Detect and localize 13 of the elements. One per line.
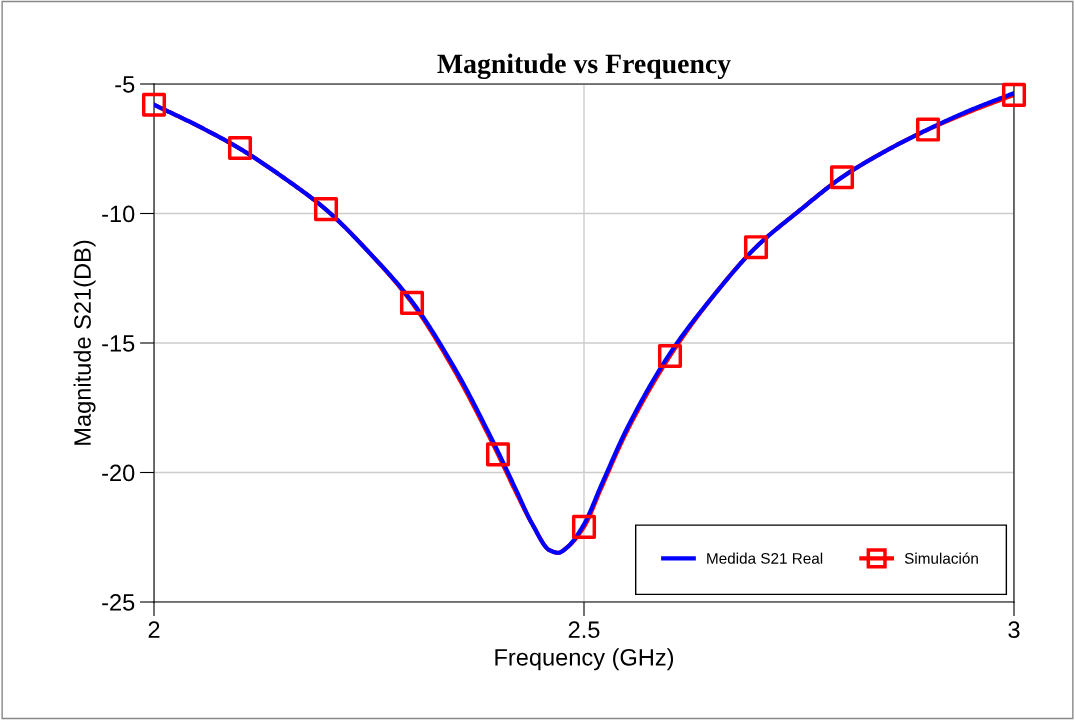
legend-label: Medida S21 Real xyxy=(707,552,823,564)
legend-label: Simulación xyxy=(904,552,978,564)
y-tick-label: -20 xyxy=(102,464,135,482)
y-tick-label: -25 xyxy=(102,594,135,611)
x-tick-label: 2 xyxy=(148,621,160,638)
x-tick-label: 2.5 xyxy=(568,621,600,639)
x-tick-label: 3 xyxy=(1008,621,1020,639)
x-axis-title: Frequency (GHz) xyxy=(495,648,674,671)
y-tick-label: -10 xyxy=(102,205,135,223)
y-tick-label: -15 xyxy=(102,335,135,352)
chart-title: Magnitude vs Frequency xyxy=(437,53,731,80)
y-tick-label: -5 xyxy=(115,76,135,93)
y-axis-title: Magnitude S21(DB) xyxy=(73,240,96,445)
